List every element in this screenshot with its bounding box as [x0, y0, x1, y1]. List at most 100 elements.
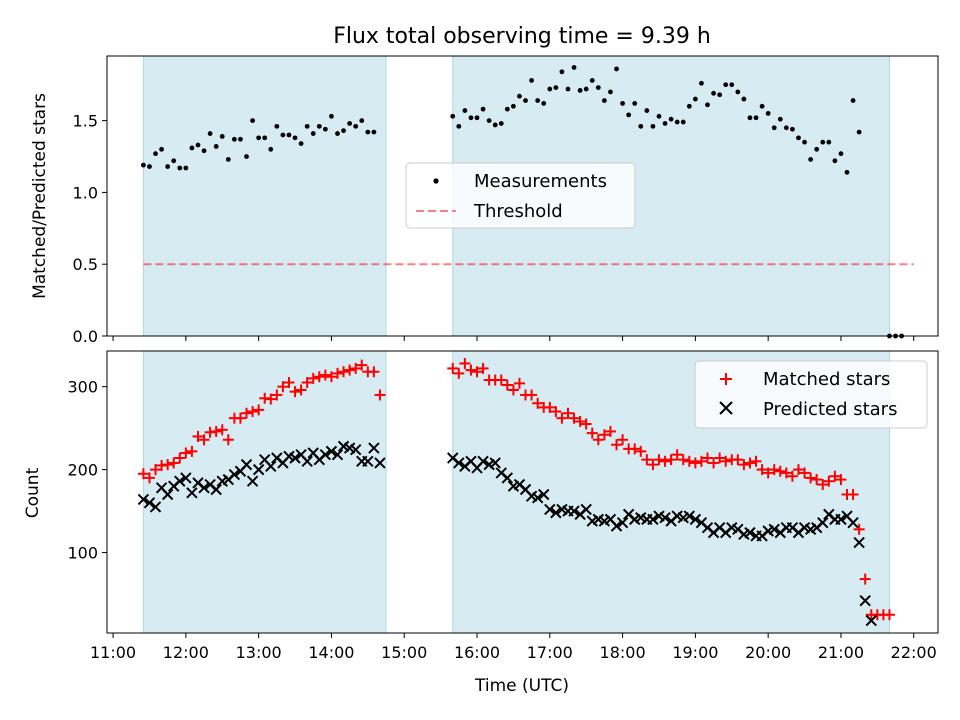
matched-star-point — [186, 445, 198, 457]
measurement-point — [529, 78, 534, 83]
matched-star-point — [210, 425, 222, 437]
measurement-point — [535, 98, 541, 103]
matched-star-point — [689, 457, 701, 469]
measurement-point — [680, 119, 686, 125]
measurement-point — [274, 123, 280, 129]
measurement-point — [450, 113, 456, 119]
measurement-point — [674, 119, 680, 125]
measurement-point — [711, 90, 716, 96]
matched-star-point — [859, 573, 871, 585]
matched-star-point — [471, 366, 483, 378]
matched-star-point — [568, 412, 580, 424]
predicted-star-point — [174, 475, 186, 487]
predicted-star-point — [143, 497, 156, 509]
matched-star-point — [265, 393, 277, 405]
matched-star-point — [447, 362, 459, 374]
matched-star-point — [180, 447, 192, 459]
matched-star-point — [295, 384, 307, 396]
measurement-point — [559, 69, 565, 75]
measurement-point — [856, 129, 862, 135]
measurement-point — [256, 135, 262, 141]
matched-star-point — [768, 464, 780, 476]
matched-star-point — [162, 459, 174, 471]
matched-star-point — [356, 359, 368, 371]
predicted-star-point — [149, 501, 162, 513]
measurement-point — [353, 123, 359, 129]
matched-star-point — [477, 362, 489, 374]
legend-measurement-marker — [433, 178, 439, 184]
matched-star-point — [611, 439, 623, 451]
matched-star-point — [532, 397, 544, 409]
matched-star-point — [835, 474, 847, 486]
measurement-point — [201, 148, 207, 154]
matched-star-point — [580, 418, 592, 430]
measurement-point — [608, 89, 613, 95]
matched-star-point — [829, 470, 841, 482]
predicted-star-point — [331, 448, 344, 461]
count-legend-box — [694, 360, 928, 429]
y-tick-label: 200 — [67, 461, 98, 480]
measurement-point — [171, 158, 177, 164]
ratio-x-ticks — [112, 336, 915, 341]
matched-star-point — [774, 465, 786, 477]
measurement-point — [759, 103, 765, 109]
count-y-ticks: 100 200 300 — [67, 378, 107, 563]
matched-star-point — [344, 364, 356, 376]
matched-star-point — [368, 366, 380, 378]
matched-star-point — [507, 384, 519, 396]
matched-star-point — [641, 454, 653, 466]
measurement-point — [620, 100, 625, 106]
predicted-star-point — [246, 475, 259, 487]
predicted-star-point — [368, 442, 380, 454]
x-tick-label: 19:00 — [672, 643, 718, 662]
predicted-star-point — [659, 512, 671, 524]
count-y-axis-label: Count — [23, 467, 43, 518]
measurement-point — [371, 129, 377, 135]
matched-star-point — [198, 434, 210, 446]
measurement-point — [553, 85, 559, 90]
predicted-star-point — [550, 507, 562, 519]
matched-star-point — [216, 424, 228, 436]
matched-star-point — [556, 412, 568, 424]
measurement-point — [298, 141, 304, 146]
matched-star-point — [241, 407, 253, 419]
predicted-star-point — [265, 460, 277, 472]
matched-star-point — [289, 386, 301, 398]
predicted-star-point — [301, 455, 313, 468]
measurement-point — [140, 162, 146, 168]
measurement-point — [808, 156, 814, 162]
matched-star-point — [192, 430, 204, 442]
measurement-point — [814, 146, 820, 152]
predicted-star-point — [210, 483, 222, 496]
measurement-point — [304, 123, 310, 129]
matched-star-point — [695, 455, 707, 467]
measurement-point — [225, 156, 231, 162]
measurement-point — [705, 102, 710, 108]
matched-star-point — [683, 455, 695, 467]
measurement-point — [316, 123, 322, 129]
count-panel-frame — [106, 350, 939, 634]
predicted-star-point — [137, 493, 150, 506]
predicted-star-point — [853, 536, 865, 549]
measurement-point — [632, 100, 638, 106]
measurement-point — [262, 135, 268, 141]
measurement-point — [268, 146, 274, 152]
measurement-points — [140, 65, 905, 339]
x-tick-label: 12:00 — [163, 643, 209, 662]
matched-star-point — [453, 367, 465, 379]
predicted-star-point — [489, 457, 501, 469]
y-tick-label: 0.5 — [73, 255, 98, 274]
measurement-point — [322, 126, 328, 132]
measurement-point — [335, 131, 340, 136]
matched-star-point — [702, 452, 714, 464]
matched-star-point — [325, 371, 337, 383]
matched-star-point — [501, 379, 513, 391]
measurement-point — [153, 151, 158, 157]
measurement-point — [686, 103, 692, 109]
matched-star-point — [253, 404, 265, 416]
matched-star-point — [338, 366, 350, 378]
matched-star-point — [677, 454, 689, 466]
predicted-star-point — [362, 455, 374, 468]
matched-star-point — [374, 389, 386, 401]
matched-star-point — [562, 407, 574, 419]
